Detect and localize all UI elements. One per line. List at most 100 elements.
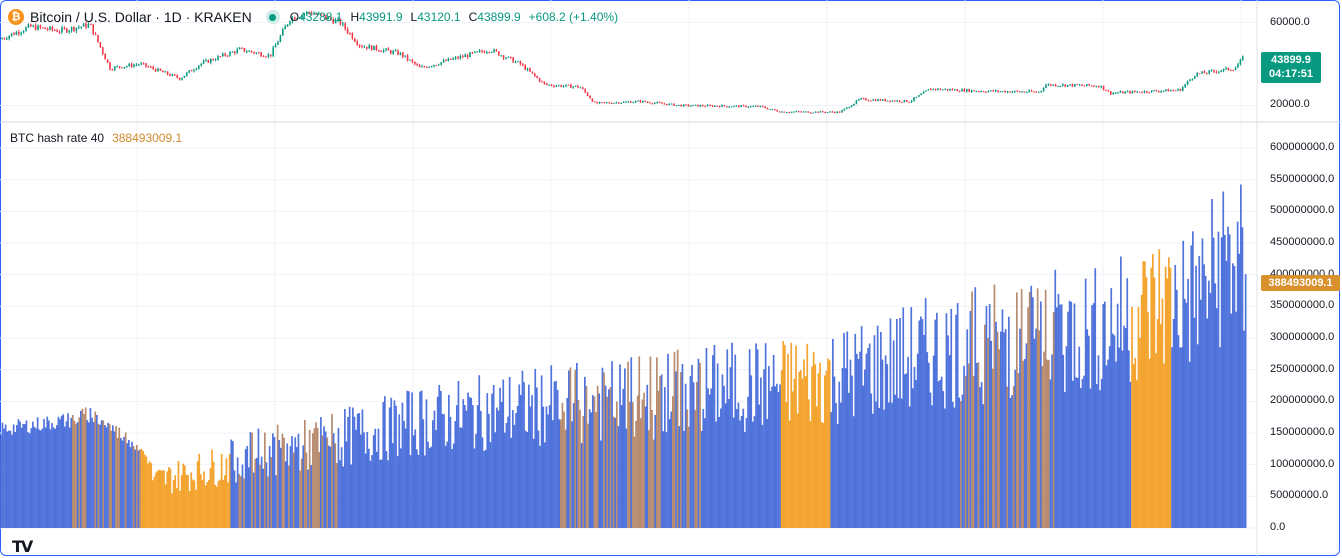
candle-body	[97, 34, 99, 43]
hash-rate-bar	[206, 482, 209, 528]
hash-rate-bar	[940, 376, 943, 528]
hash-rate-bar	[448, 394, 450, 528]
hash-rate-bar	[542, 406, 545, 528]
hash-rate-bar	[235, 482, 237, 528]
candle-body	[162, 70, 164, 73]
hash-rate-bar	[1081, 378, 1084, 528]
hash-rate-bar	[27, 432, 29, 528]
candle-body	[766, 108, 769, 110]
hash-rate-bar	[35, 428, 37, 528]
hash-rate-bar	[795, 345, 797, 528]
candle-body	[790, 111, 793, 113]
candle-body	[106, 59, 109, 63]
hash-rate-bar	[1188, 361, 1191, 528]
candle-body	[373, 45, 375, 51]
hash-rate-bar	[878, 407, 881, 528]
candle-body	[1167, 89, 1170, 92]
candle-body	[464, 54, 466, 58]
hash-rate-bar	[880, 331, 882, 528]
hash-rate-bar	[140, 449, 143, 528]
hash-rate-bar	[184, 465, 186, 528]
hash-rate-bar	[918, 320, 921, 528]
indicator-header[interactable]: BTC hash rate 40 388493009.1	[10, 131, 182, 145]
candle-body	[346, 28, 349, 34]
indicator-name[interactable]: BTC hash rate	[10, 131, 88, 145]
hash-rate-bar	[1024, 359, 1026, 528]
hash-rate-bar	[588, 409, 591, 528]
candle-body	[1160, 91, 1162, 93]
tradingview-logo-icon[interactable]: TV	[12, 537, 33, 556]
candle-body	[142, 63, 145, 65]
symbol-header[interactable]: ₿ Bitcoin / U.S. Dollar · 1D · KRAKEN O4…	[8, 6, 618, 28]
hash-rate-bar	[1112, 333, 1114, 528]
candle-body	[169, 74, 171, 76]
candle-body	[1021, 91, 1023, 93]
candle-body	[1174, 90, 1177, 92]
hash-rate-bar	[352, 407, 354, 528]
candle-body	[466, 54, 469, 58]
candle-body	[238, 47, 241, 50]
high-value: 43991.9	[359, 10, 403, 24]
candle-body	[42, 27, 44, 29]
hash-rate-bar	[528, 384, 530, 528]
candle-body	[217, 56, 219, 60]
candle-body	[1114, 92, 1117, 94]
candle-body	[1150, 90, 1153, 93]
candle-body	[757, 105, 759, 107]
candle-body	[598, 102, 601, 104]
hash-rate-bar	[294, 437, 297, 528]
hash-rate-bar	[678, 426, 681, 528]
candle-body	[44, 27, 46, 30]
candle-body	[354, 38, 356, 42]
hash-rate-bar	[158, 469, 161, 528]
candle-body	[670, 103, 673, 105]
hash-rate-bar	[105, 427, 108, 528]
hash-rate-bar	[875, 401, 877, 528]
hash-rate-bar	[784, 344, 786, 528]
candle-body	[982, 91, 985, 93]
hash-rate-bar	[902, 307, 905, 528]
hash-rate-bar	[1160, 324, 1162, 528]
candle-body	[260, 52, 262, 57]
candle-body	[1124, 91, 1126, 94]
hash-rate-bar	[1043, 351, 1045, 528]
candle-body	[634, 100, 637, 103]
candle-body	[678, 104, 680, 106]
hash-rate-bar	[376, 451, 378, 528]
hash-rate-bar	[252, 472, 255, 528]
candle-body	[114, 66, 116, 70]
hash-rate-bar	[643, 392, 645, 528]
hash-tick-label: 300000000.0	[1270, 331, 1335, 343]
hash-rate-bar	[465, 410, 468, 528]
candle-body	[1074, 83, 1076, 87]
hash-rate-bar	[1041, 366, 1044, 528]
candle-body	[1242, 56, 1244, 60]
hash-rate-bar	[155, 472, 157, 528]
hash-rate-bar	[779, 384, 781, 528]
market-status-icon[interactable]	[265, 10, 280, 24]
hash-rate-bar	[1105, 365, 1108, 528]
candle-body	[555, 85, 558, 87]
hash-rate-bar	[198, 453, 201, 528]
hash-rate-bar	[929, 392, 932, 528]
hash-tick-label: 350000000.0	[1270, 299, 1335, 312]
candle-body	[375, 45, 378, 51]
candle-body	[1146, 91, 1148, 93]
candle-body	[896, 100, 898, 102]
candle-body	[308, 11, 310, 13]
hash-rate-bar	[38, 429, 41, 528]
hash-rate-bar	[996, 331, 999, 528]
candle-body	[781, 111, 783, 113]
candle-body	[186, 72, 188, 76]
symbol-title[interactable]: Bitcoin / U.S. Dollar · 1D · KRAKEN	[30, 9, 252, 25]
hash-rate-bar	[1145, 277, 1148, 528]
hash-rate-bar	[780, 370, 783, 528]
hash-rate-bar	[1220, 237, 1223, 528]
hash-rate-bar	[92, 422, 95, 528]
candle-body	[231, 51, 234, 53]
hash-rate-bar	[675, 371, 677, 528]
hash-rate-bar	[1161, 298, 1164, 528]
candle-body	[277, 41, 279, 45]
hash-rate-bar	[1216, 308, 1218, 528]
